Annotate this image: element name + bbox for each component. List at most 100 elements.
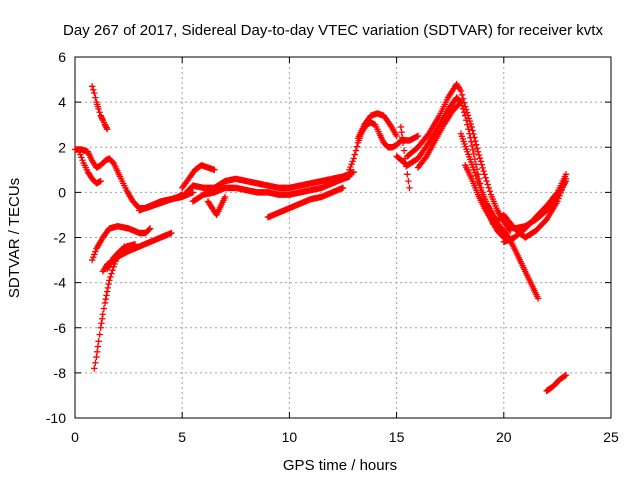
- data-point: [105, 280, 112, 288]
- data-point: [348, 160, 355, 168]
- data-point: [558, 186, 565, 194]
- data-point: [470, 130, 477, 138]
- data-point: [554, 198, 561, 205]
- x-tick-label: 25: [603, 429, 619, 445]
- data-point: [350, 155, 357, 162]
- y-tick-label: -2: [54, 230, 67, 246]
- data-point: [475, 151, 483, 159]
- series-arc-15: [354, 110, 400, 142]
- data-point: [473, 145, 481, 152]
- data-point: [467, 120, 474, 128]
- series-arc-07: [103, 241, 139, 273]
- data-point: [406, 184, 413, 192]
- series-arc-19: [414, 98, 465, 171]
- y-tick-label: -10: [46, 410, 66, 426]
- data-point: [106, 277, 113, 284]
- data-point: [466, 117, 474, 125]
- data-point: [469, 146, 477, 154]
- x-tick-label: 5: [178, 429, 186, 445]
- data-point: [470, 150, 477, 158]
- data-point: [478, 161, 485, 168]
- data-point: [483, 177, 490, 185]
- data-point: [109, 267, 116, 274]
- data-point: [94, 343, 102, 350]
- data-point: [351, 151, 358, 158]
- data-point: [101, 299, 109, 307]
- y-tick-label: -4: [54, 275, 67, 291]
- data-point: [559, 184, 566, 191]
- data-point: [474, 148, 482, 155]
- data-point: [463, 109, 471, 116]
- x-tick-label: 20: [496, 429, 512, 445]
- data-point: [97, 177, 104, 185]
- data-point: [475, 181, 483, 189]
- data-point: [90, 86, 97, 93]
- data-point: [93, 348, 101, 356]
- data-point: [458, 91, 466, 98]
- data-point: [77, 151, 84, 158]
- data-point: [92, 94, 99, 101]
- data-point: [507, 227, 514, 234]
- data-point: [146, 225, 154, 232]
- data-point: [561, 178, 569, 185]
- data-point: [97, 324, 104, 331]
- data-point: [485, 184, 492, 192]
- data-point: [471, 169, 479, 177]
- data-point: [399, 139, 407, 146]
- data-point: [339, 184, 347, 192]
- data-point: [346, 173, 353, 180]
- y-tick-label: 6: [58, 49, 66, 65]
- data-point: [107, 273, 114, 281]
- data-point: [482, 174, 489, 181]
- data-point: [91, 365, 98, 372]
- data-point: [393, 132, 400, 140]
- data-point: [76, 148, 83, 155]
- data-point: [221, 193, 229, 201]
- series-arc-12: [204, 193, 229, 219]
- data-point: [459, 95, 467, 102]
- data-point: [108, 270, 115, 277]
- axis-ticks: [74, 56, 612, 419]
- data-point: [78, 154, 85, 161]
- data-point: [145, 226, 153, 233]
- y-tick-label: -6: [54, 320, 67, 336]
- data-point: [104, 284, 112, 292]
- data-point: [98, 315, 106, 322]
- data-point: [472, 137, 479, 145]
- data-point: [399, 134, 406, 141]
- data-point: [476, 155, 484, 162]
- y-tick-label: -8: [54, 365, 67, 381]
- x-tick-label: 15: [389, 429, 405, 445]
- series-arc-05: [88, 223, 154, 264]
- data-point: [99, 311, 107, 318]
- series-arc-11: [189, 173, 353, 205]
- y-axis-label: SDTVAR / TECUs: [6, 178, 23, 298]
- data-point: [88, 256, 96, 264]
- data-point: [462, 106, 470, 113]
- data-point: [100, 305, 108, 312]
- data-point: [465, 115, 473, 122]
- data-point: [91, 251, 98, 258]
- data-point: [189, 189, 197, 196]
- data-point: [349, 158, 356, 165]
- data-point: [398, 129, 405, 136]
- data-point: [468, 123, 475, 131]
- data-point: [534, 295, 542, 302]
- data-point: [457, 87, 465, 95]
- x-axis-label: GPS time / hours: [283, 457, 397, 474]
- data-point: [405, 177, 412, 185]
- data-point: [477, 158, 485, 165]
- data-point: [404, 171, 411, 178]
- chart-title: Day 267 of 2017, Sidereal Day-to-day VTE…: [63, 22, 603, 39]
- data-point: [469, 127, 476, 134]
- data-point: [479, 164, 486, 172]
- data-point: [472, 172, 480, 180]
- data-point: [98, 320, 105, 327]
- data-point: [560, 181, 568, 188]
- data-point: [556, 192, 563, 199]
- data-point: [96, 109, 103, 116]
- x-tick-labels: 0 5 10 15 20 25: [71, 429, 619, 445]
- data-point: [346, 166, 353, 174]
- data-point: [168, 229, 175, 237]
